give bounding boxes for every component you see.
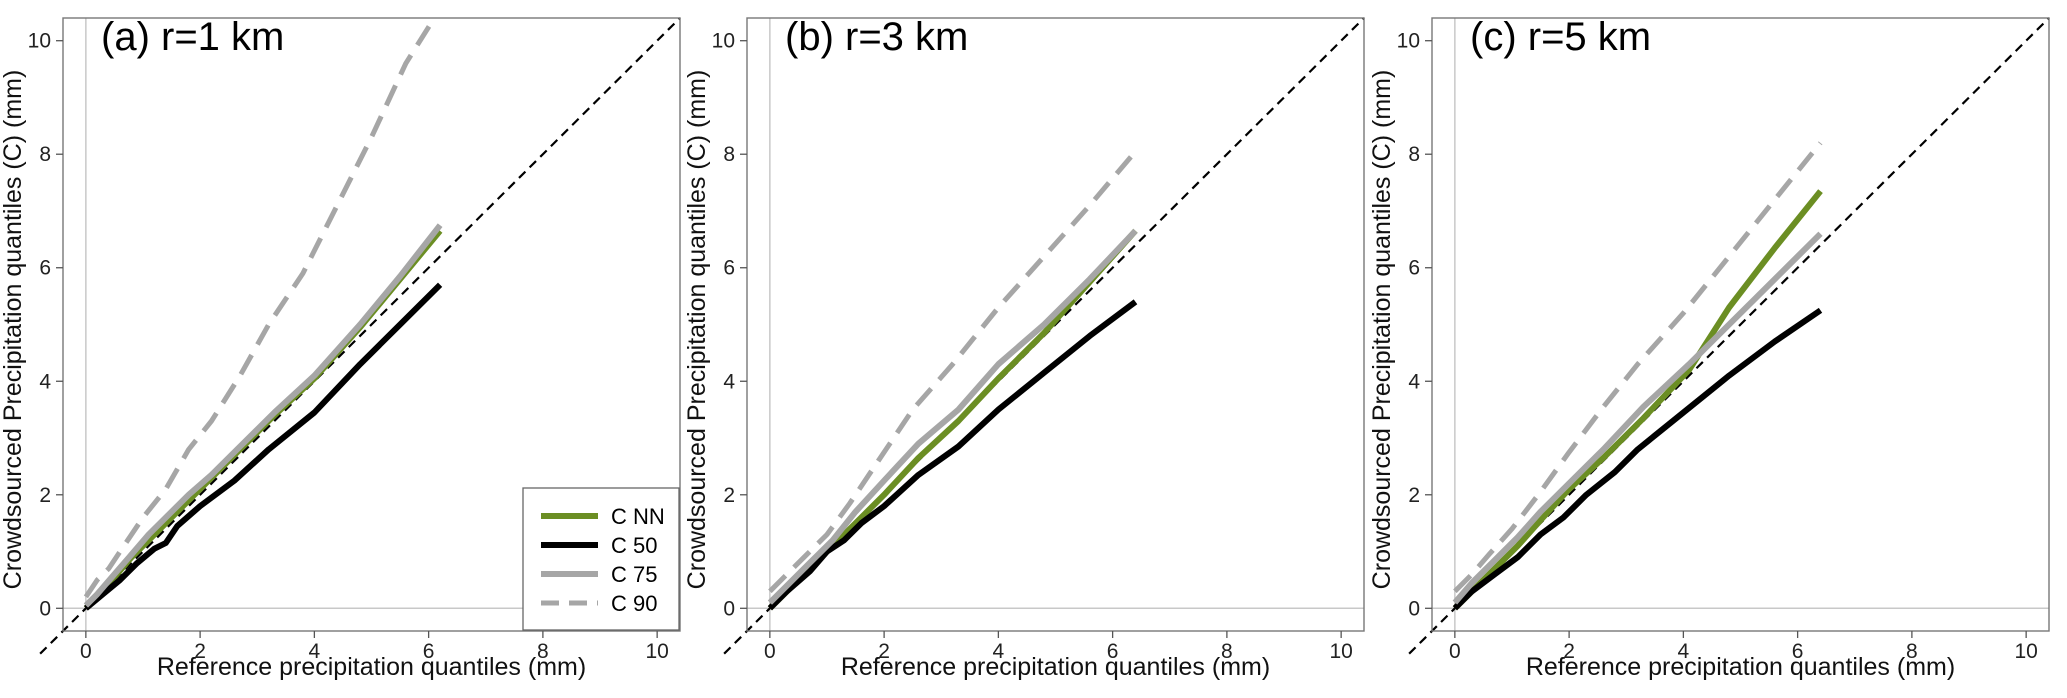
- y-tick-label: 8: [723, 143, 735, 166]
- panel-label: (c) r=5 km: [1470, 15, 1651, 59]
- legend-label: C NN: [611, 504, 665, 529]
- y-tick-label: 6: [39, 257, 51, 280]
- series-group: [83, 18, 443, 611]
- y-tick-label: 4: [39, 370, 51, 393]
- x-tick-label: 2: [878, 640, 890, 663]
- y-axis-title: Crowdsourced Precipitation quantiles (C)…: [0, 70, 27, 590]
- x-tick-label: 4: [993, 640, 1005, 663]
- legend-box: [522, 487, 680, 631]
- x-tick-label: 2: [194, 640, 206, 663]
- series-line-c-nn: [1452, 189, 1823, 611]
- panel-label: (a) r=1 km: [101, 15, 284, 59]
- panel-3: 0 2 4 6 8 10 0 2 4 6 8 10 Reference precipitation qu…: [1368, 15, 2050, 681]
- x-axis-title: Reference precipitation quantiles (mm): [157, 653, 586, 681]
- x-tick-label: 0: [80, 640, 92, 663]
- y-tick-label: 4: [723, 370, 735, 393]
- x-tick-label: 0: [1449, 640, 1461, 663]
- y-tick-label: 6: [1408, 257, 1420, 280]
- x-axis-title: Reference precipitation quantiles (mm): [841, 653, 1270, 681]
- series-line-c-90: [1453, 141, 1823, 594]
- legend: C NN C 50 C 75 C 90: [522, 487, 680, 631]
- y-tick-label: 10: [28, 30, 51, 53]
- series-line-c-75: [767, 228, 1138, 605]
- panel-1: 0 2 4 6 8 10 0 2 4 6 8 10 Reference precipitation qu…: [0, 15, 681, 681]
- y-tick-label: 2: [39, 484, 51, 507]
- legend-label: C 50: [611, 533, 657, 558]
- series-line-c-90: [83, 18, 437, 599]
- y-axis-title: Crowdsourced Precipitation quantiles (C)…: [683, 70, 711, 590]
- y-tick-label: 6: [723, 257, 735, 280]
- panel-label: (b) r=3 km: [785, 15, 968, 59]
- y-tick-label: 4: [1408, 370, 1420, 393]
- y-tick-label: 8: [1408, 143, 1420, 166]
- x-axis-title: Reference precipitation quantiles (mm): [1526, 653, 1955, 681]
- y-tick-label: 2: [723, 484, 735, 507]
- y-axis-title: Crowdsourced Precipitation quantiles (C)…: [1368, 70, 1396, 590]
- x-tick-label: 10: [1329, 640, 1352, 663]
- y-tick-label: 8: [39, 143, 51, 166]
- y-tick-label: 0: [39, 597, 51, 620]
- x-tick-label: 8: [537, 640, 549, 663]
- x-tick-label: 4: [309, 640, 321, 663]
- series-group: [1452, 141, 1823, 611]
- series-line-c-90: [768, 149, 1138, 594]
- plot-frame: [62, 17, 681, 632]
- y-tick-label: 10: [1397, 30, 1420, 53]
- one-to-one-line: [39, 17, 681, 655]
- series-line-c-50: [83, 282, 443, 611]
- x-tick-label: 0: [764, 640, 776, 663]
- series-line-c-50: [767, 299, 1138, 611]
- y-tick-label: 2: [1408, 484, 1420, 507]
- x-tick-label: 10: [645, 640, 668, 663]
- series-line-c-50: [1452, 307, 1823, 611]
- x-tick-label: 6: [423, 640, 435, 663]
- x-tick-label: 10: [2014, 640, 2037, 663]
- y-tick-label: 0: [723, 597, 735, 620]
- legend-label: C 75: [611, 562, 657, 587]
- plot-frame: [1431, 17, 2050, 632]
- x-tick-label: 6: [1107, 640, 1119, 663]
- y-tick-label: 0: [1408, 597, 1420, 620]
- x-tick-label: 6: [1792, 640, 1804, 663]
- legend-label: C 90: [611, 591, 657, 616]
- series-line-c-75: [1452, 231, 1823, 605]
- x-tick-label: 8: [1221, 640, 1233, 663]
- series-group: [767, 149, 1138, 611]
- series-line-c-75: [83, 223, 443, 608]
- plot-frame: [746, 17, 1365, 632]
- x-tick-label: 4: [1678, 640, 1690, 663]
- panel-2: 0 2 4 6 8 10 0 2 4 6 8 10 Reference precipitation qu…: [683, 15, 1365, 681]
- x-tick-label: 8: [1906, 640, 1918, 663]
- x-tick-label: 2: [1563, 640, 1575, 663]
- y-tick-label: 10: [712, 30, 735, 53]
